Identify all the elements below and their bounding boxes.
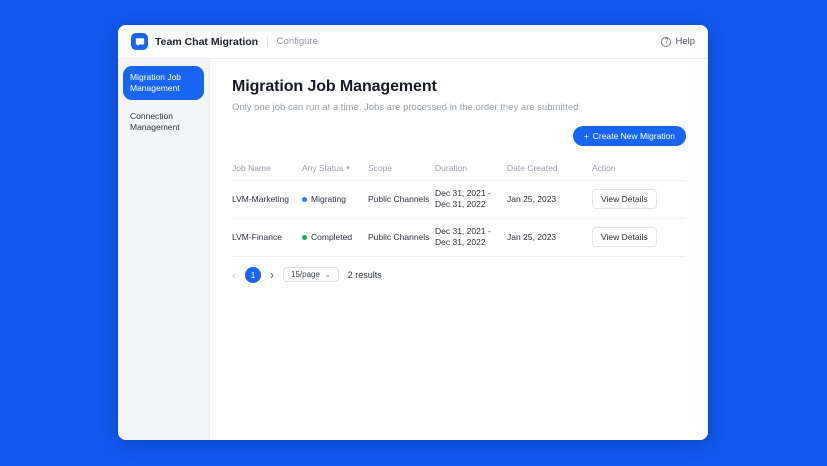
create-new-migration-label: Create New Migration (592, 131, 675, 141)
duration-cell: Dec 31, 2021 - Dec 31, 2022 (435, 188, 491, 210)
table-row: LVM-Marketing Migrating Public Channels … (232, 181, 686, 219)
page-size-value: 15/page (291, 270, 320, 280)
app-title: Team Chat Migration (155, 35, 259, 48)
nav-configure[interactable]: Configure (276, 36, 318, 47)
status-label: Completed (311, 232, 353, 243)
status-label: Migrating (311, 194, 346, 205)
pagination-prev-button[interactable]: ‹ (232, 267, 236, 282)
date-created-cell: Jan 25, 2023 (507, 232, 557, 243)
caret-down-icon: ▾ (346, 165, 350, 172)
action-cell: View Details (592, 189, 686, 210)
chat-bubble-icon (131, 33, 148, 50)
status-dot-icon (302, 234, 307, 240)
page-subtitle: Only one job can run at a time. Jobs are… (232, 102, 579, 113)
page-size-select[interactable]: 15/page ⌄ (283, 267, 339, 283)
view-details-button[interactable]: View Details (592, 227, 657, 248)
status-dot-icon (302, 196, 307, 202)
column-header-duration: Duration (435, 163, 468, 173)
jobs-table: Job Name Any Status ▾ Scope Duration Dat… (232, 157, 686, 257)
pagination: ‹ 1 › 15/page ⌄ 2 results (232, 266, 686, 283)
help-button[interactable]: ? Help (661, 36, 695, 47)
status-cell: Migrating (302, 194, 368, 204)
app-header: Team Chat Migration | Configure ? Help (118, 25, 708, 59)
app-body: Migration Job Management Connection Mana… (118, 59, 708, 440)
main-content: Migration Job Management Only one job ca… (210, 59, 708, 440)
action-cell: View Details (592, 227, 686, 248)
column-header-job-name: Job Name (232, 163, 271, 173)
header-divider: | (266, 36, 269, 47)
status-filter-dropdown[interactable]: Any Status ▾ (302, 163, 368, 173)
app-window: Team Chat Migration | Configure ? Help M… (118, 25, 708, 440)
column-header-action: Action (592, 163, 616, 173)
view-details-button[interactable]: View Details (592, 189, 657, 210)
sidebar-item-migration-job-management[interactable]: Migration Job Management (123, 66, 204, 101)
scope-cell: Public Channels (368, 232, 430, 243)
plus-icon: + (583, 131, 589, 141)
status-filter-label: Any Status (302, 163, 344, 173)
help-label: Help (675, 36, 695, 47)
date-created-cell: Jan 25, 2023 (507, 194, 557, 205)
pagination-page-1[interactable]: 1 (245, 266, 261, 283)
pagination-next-button[interactable]: › (270, 267, 274, 282)
column-header-scope: Scope (368, 163, 393, 173)
table-header-row: Job Name Any Status ▾ Scope Duration Dat… (232, 157, 686, 181)
sidebar: Migration Job Management Connection Mana… (118, 59, 210, 440)
question-circle-icon: ? (661, 36, 672, 47)
results-count: 2 results (347, 269, 382, 280)
job-name-cell: LVM-Finance (232, 232, 282, 243)
sidebar-item-connection-management[interactable]: Connection Management (130, 111, 180, 133)
status-cell: Completed (302, 232, 368, 242)
table-row: LVM-Finance Completed Public Channels De… (232, 219, 686, 257)
caret-down-icon: ⌄ (324, 271, 331, 279)
page-title: Migration Job Management (232, 78, 437, 95)
scope-cell: Public Channels (368, 194, 430, 205)
toolbar: + Create New Migration (232, 126, 686, 146)
duration-cell: Dec 31, 2021 - Dec 31, 2022 (435, 225, 491, 248)
create-new-migration-button[interactable]: + Create New Migration (572, 126, 686, 146)
job-name-cell: LVM-Marketing (232, 194, 289, 205)
column-header-date-created: Date Created (507, 163, 558, 173)
